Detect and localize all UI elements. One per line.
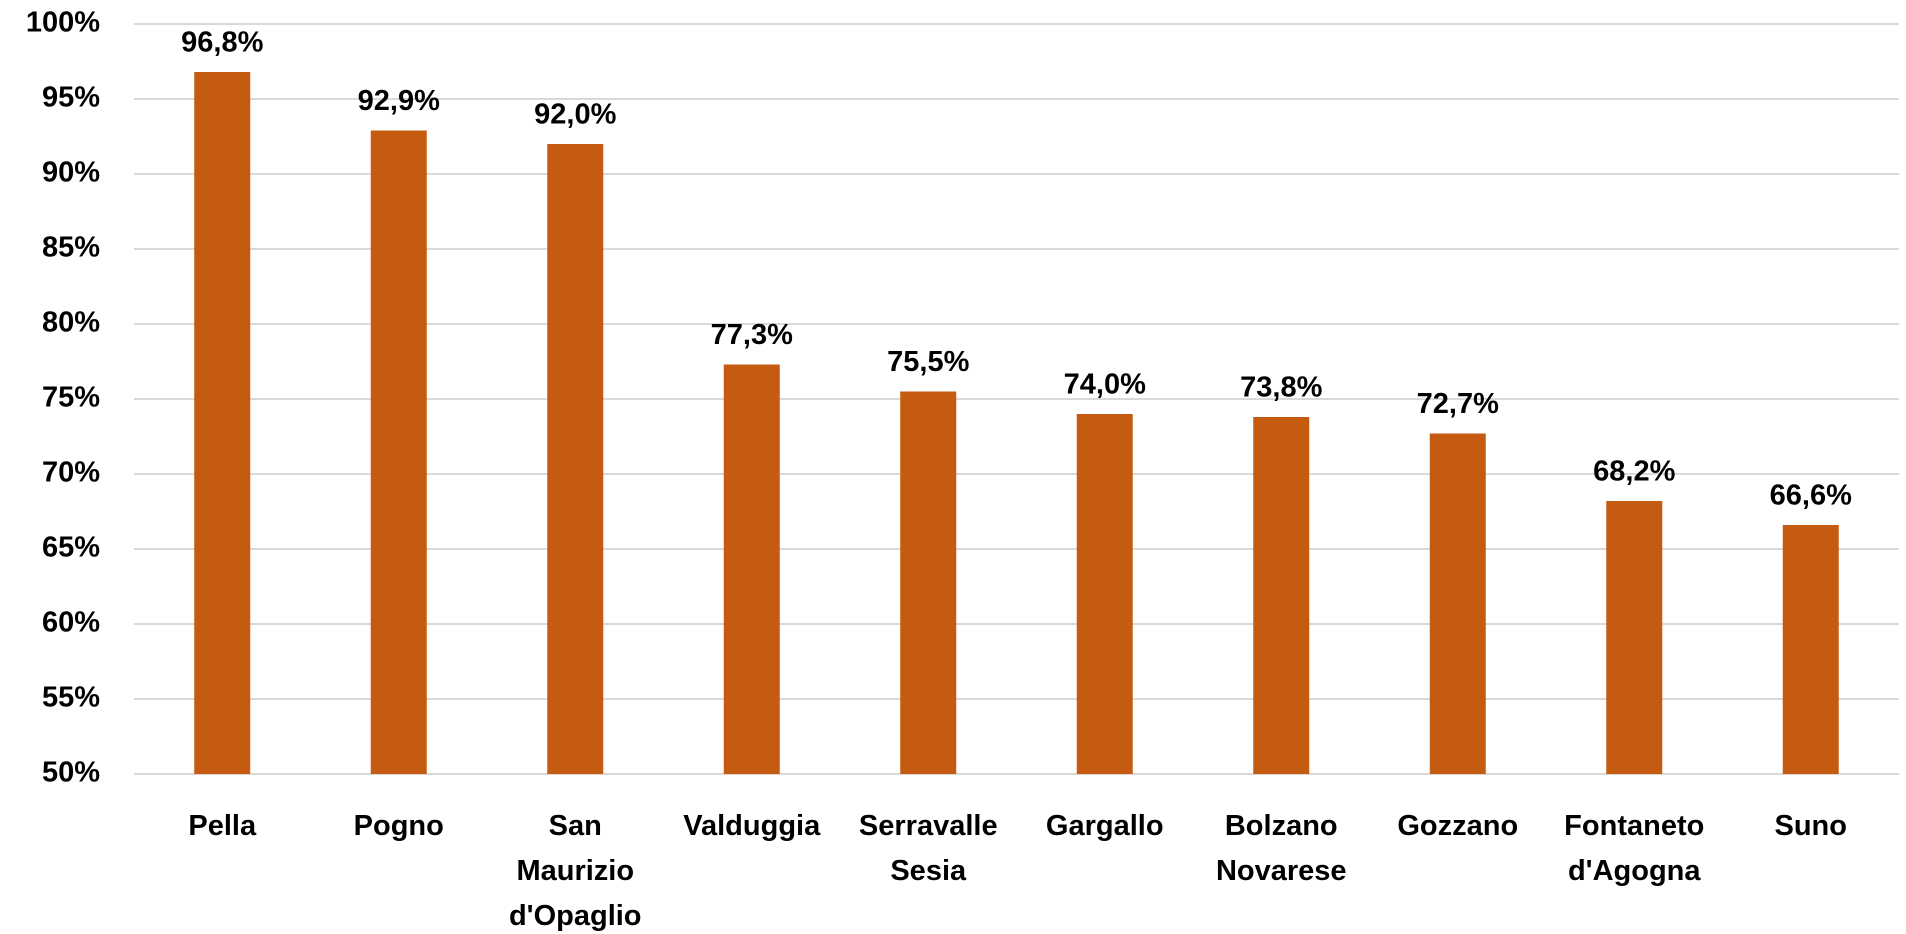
x-tick-label: Bolzano Novarese — [1215, 810, 1347, 887]
y-tick-label: 80% — [42, 307, 100, 339]
y-tick-label: 90% — [42, 157, 100, 189]
bar — [900, 391, 957, 774]
y-tick-label: 50% — [42, 757, 100, 789]
y-tick-label: 60% — [42, 607, 100, 639]
x-tick-label: Pella — [188, 810, 257, 842]
y-tick-label: 55% — [42, 682, 100, 714]
y-tick-label: 70% — [42, 457, 100, 489]
data-label: 68,2% — [1593, 456, 1675, 488]
bar — [1253, 417, 1310, 774]
bar — [1429, 433, 1486, 774]
data-label: 73,8% — [1240, 372, 1322, 404]
bar — [1782, 525, 1839, 774]
bar — [1606, 501, 1663, 774]
bar — [1076, 414, 1133, 774]
bar — [723, 364, 780, 774]
data-label: 75,5% — [887, 346, 969, 378]
data-label: 77,3% — [711, 319, 793, 351]
x-tick-label: Gargallo — [1045, 810, 1164, 842]
x-tick-label: Suno — [1774, 810, 1848, 842]
bar — [547, 144, 604, 774]
y-tick-label: 75% — [42, 382, 100, 414]
y-tick-label: 65% — [42, 532, 100, 564]
x-tick-label: San Maurizio d'Opaglio — [508, 810, 642, 932]
x-tick-label: Pogno — [353, 810, 444, 842]
y-tick-label: 95% — [42, 82, 100, 114]
data-label: 74,0% — [1064, 369, 1146, 401]
x-tick-label: Valduggia — [683, 810, 821, 842]
x-tick-label: Serravalle Sesia — [858, 810, 998, 887]
data-label: 92,9% — [358, 85, 440, 117]
data-label: 96,8% — [181, 27, 263, 59]
data-label: 72,7% — [1417, 388, 1499, 420]
x-tick-label: Fontaneto d'Agogna — [1564, 810, 1705, 887]
bar — [194, 72, 251, 774]
data-label: 66,6% — [1770, 480, 1852, 512]
data-label: 92,0% — [534, 99, 616, 131]
y-tick-label: 85% — [42, 232, 100, 264]
x-tick-label: Gozzano — [1397, 810, 1519, 842]
y-tick-label: 100% — [26, 7, 100, 39]
bar — [370, 130, 427, 774]
